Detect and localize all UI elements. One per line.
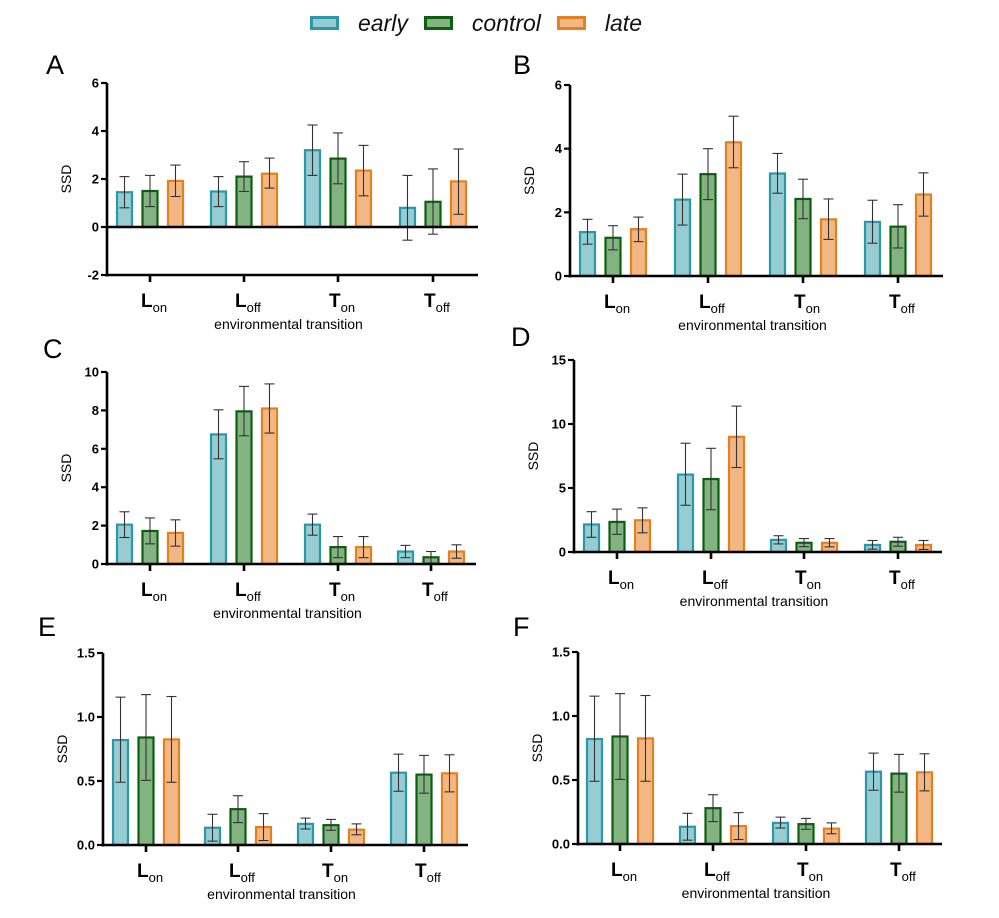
x-tick-label: Lon [608, 568, 634, 592]
panel-letter-c: C [43, 334, 63, 364]
y-axis-title: SSD [54, 735, 70, 764]
panel-letter-e: E [38, 612, 57, 642]
x-axis-title: environmental transition [682, 885, 831, 901]
x-axis-title: environmental transition [678, 317, 827, 333]
x-axis-title: environmental transition [207, 886, 356, 902]
legend-swatch-late [556, 16, 586, 30]
y-tick-label: 10 [85, 365, 99, 380]
y-tick-label: 2 [92, 518, 99, 533]
chart-panel-d: 0 5 10 15 Lon Loff Ton Toff environmental transi… [525, 353, 942, 609]
y-axis-title: SSD [521, 166, 537, 195]
x-tick-label: Ton [329, 291, 355, 315]
x-tick-label: Toff [422, 580, 448, 604]
legend-label-early: early [358, 9, 408, 36]
x-tick-label: Toff [415, 861, 441, 885]
y-tick-label: 0.0 [77, 838, 95, 853]
x-tick-label: Loff [235, 291, 261, 315]
legend-item-early: early [310, 10, 408, 37]
legend-swatch-control [423, 16, 453, 30]
x-tick-label: Lon [611, 860, 637, 884]
y-tick-label: -2 [87, 268, 99, 283]
x-tick-label: Toff [424, 291, 450, 315]
x-tick-label: Toff [889, 568, 915, 592]
x-tick-label: Lon [137, 861, 163, 885]
y-tick-label: 15 [552, 353, 566, 368]
legend-label-control: control [471, 9, 541, 36]
y-axis-title: SSD [525, 442, 541, 471]
y-tick-label: 4 [92, 124, 100, 139]
y-tick-label: 0.0 [552, 837, 570, 852]
panel-letter-b: B [513, 50, 532, 80]
y-tick-label: 6 [92, 76, 99, 91]
y-tick-label: 0 [92, 557, 99, 572]
panel-letter-a: A [46, 50, 65, 80]
y-axis-title: SSD [58, 454, 74, 483]
x-tick-label: Lon [604, 292, 630, 316]
y-tick-label: 10 [552, 417, 566, 432]
y-tick-label: 1.0 [552, 709, 570, 724]
y-tick-label: 0 [555, 269, 562, 284]
x-tick-label: Lon [141, 291, 167, 315]
x-tick-label: Loff [699, 292, 725, 316]
y-tick-label: 4 [92, 480, 100, 495]
y-tick-label: 6 [92, 441, 99, 456]
y-tick-label: 1.5 [552, 645, 570, 660]
x-tick-label: Loff [702, 568, 728, 592]
y-axis-title: SSD [58, 165, 74, 194]
panel-letter-d: D [511, 322, 531, 352]
x-tick-label: Loff [229, 861, 255, 885]
y-tick-label: 1.5 [77, 646, 95, 661]
chart-panel-e: 0.0 0.5 1.0 1.5 Lon Loff Ton Toff environmental … [54, 646, 468, 902]
y-tick-label: 0.5 [552, 773, 570, 788]
x-tick-label: Loff [235, 580, 261, 604]
chart-panel-a: -2 0 2 4 6 Lon Loff Ton Toff environmental transi… [58, 76, 478, 332]
y-tick-label: 6 [555, 78, 562, 93]
y-tick-label: 2 [555, 205, 562, 220]
chart-panel-f: 0.0 0.5 1.0 1.5 Lon Loff Ton Toff environmental … [529, 645, 942, 901]
y-tick-label: 1.0 [77, 710, 95, 725]
y-tick-label: 5 [559, 481, 566, 496]
chart-panel-c: 0 2 4 6 8 10 Lon Loff Ton Toff environmental trans… [58, 365, 476, 621]
x-tick-label: Ton [329, 580, 355, 604]
x-tick-label: Ton [322, 861, 348, 885]
y-tick-label: 0 [92, 220, 99, 235]
legend-swatch-early [310, 16, 339, 30]
y-tick-label: 4 [555, 141, 563, 156]
x-tick-label: Ton [797, 860, 823, 884]
y-tick-label: 2 [92, 172, 99, 187]
legend-item-control: control [423, 9, 541, 37]
x-tick-label: Toff [890, 860, 916, 884]
chart-panel-b: 0 2 4 6 Lon Loff Ton Toff environmental transiti… [521, 78, 943, 333]
x-tick-label: Lon [141, 580, 167, 604]
y-tick-label: 0 [559, 545, 566, 560]
y-tick-label: 8 [92, 403, 99, 418]
x-axis-title: environmental transition [213, 605, 362, 621]
x-tick-label: Ton [795, 568, 821, 592]
x-tick-label: Loff [704, 860, 730, 884]
x-axis-title: environmental transition [214, 316, 363, 332]
legend-item-late: late [556, 9, 642, 37]
x-tick-label: Toff [889, 292, 915, 316]
legend: early control late [310, 6, 658, 40]
panel-letter-f: F [513, 612, 530, 642]
x-axis-title: environmental transition [680, 593, 829, 609]
y-axis-title: SSD [529, 734, 545, 763]
y-tick-label: 0.5 [77, 774, 95, 789]
x-tick-label: Ton [794, 292, 820, 316]
legend-label-late: late [604, 9, 642, 36]
